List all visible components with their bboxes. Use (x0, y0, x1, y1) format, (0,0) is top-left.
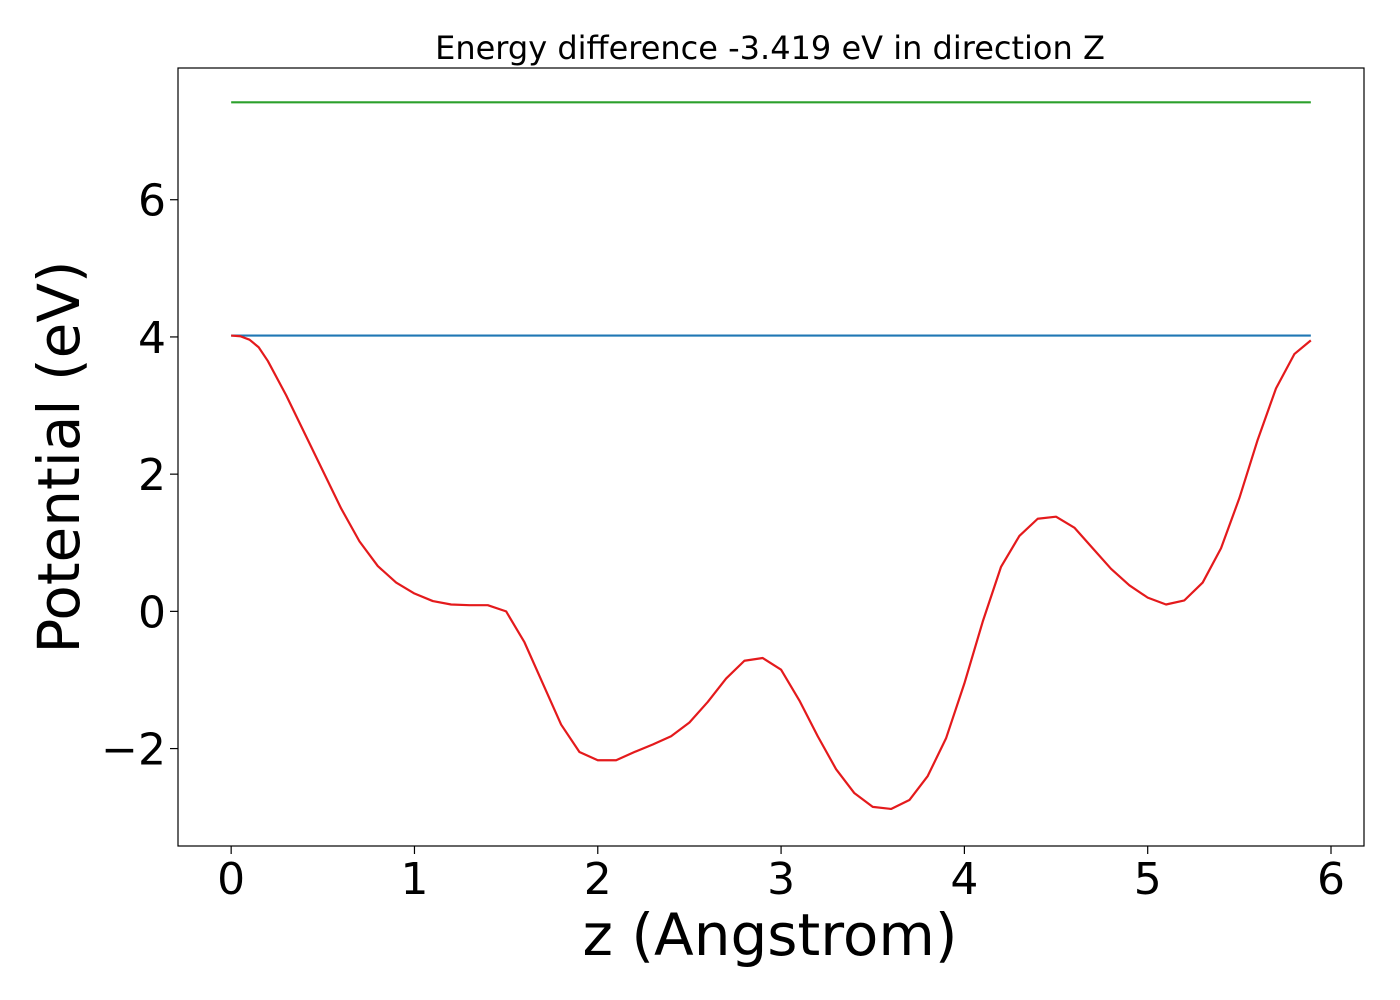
x-axis: 0 1 2 3 4 5 6 (217, 846, 1345, 905)
y-axis: −2 0 2 4 6 (101, 176, 178, 776)
plot-area (231, 101, 1312, 811)
x-tick-label: 2 (584, 854, 612, 905)
series-line-2 (231, 334, 1312, 811)
y-axis-label: Potential (eV) (25, 260, 93, 653)
x-tick-label: 4 (950, 854, 978, 905)
x-tick-label: 5 (1134, 854, 1162, 905)
x-tick-label: 0 (217, 854, 245, 905)
x-axis-label: z (Angstrom) (583, 901, 958, 969)
x-tick-label: 3 (767, 854, 795, 905)
y-tick-label: −2 (101, 725, 166, 776)
x-tick-label: 6 (1317, 854, 1345, 905)
y-tick-label: 4 (138, 313, 166, 364)
y-tick-label: 0 (138, 587, 166, 638)
y-tick-label: 2 (138, 450, 166, 501)
plot-frame (177, 67, 1365, 847)
x-tick-label: 1 (400, 854, 428, 905)
y-tick-label: 6 (138, 176, 166, 227)
chart-title: Energy difference -3.419 eV in direction… (435, 29, 1105, 67)
